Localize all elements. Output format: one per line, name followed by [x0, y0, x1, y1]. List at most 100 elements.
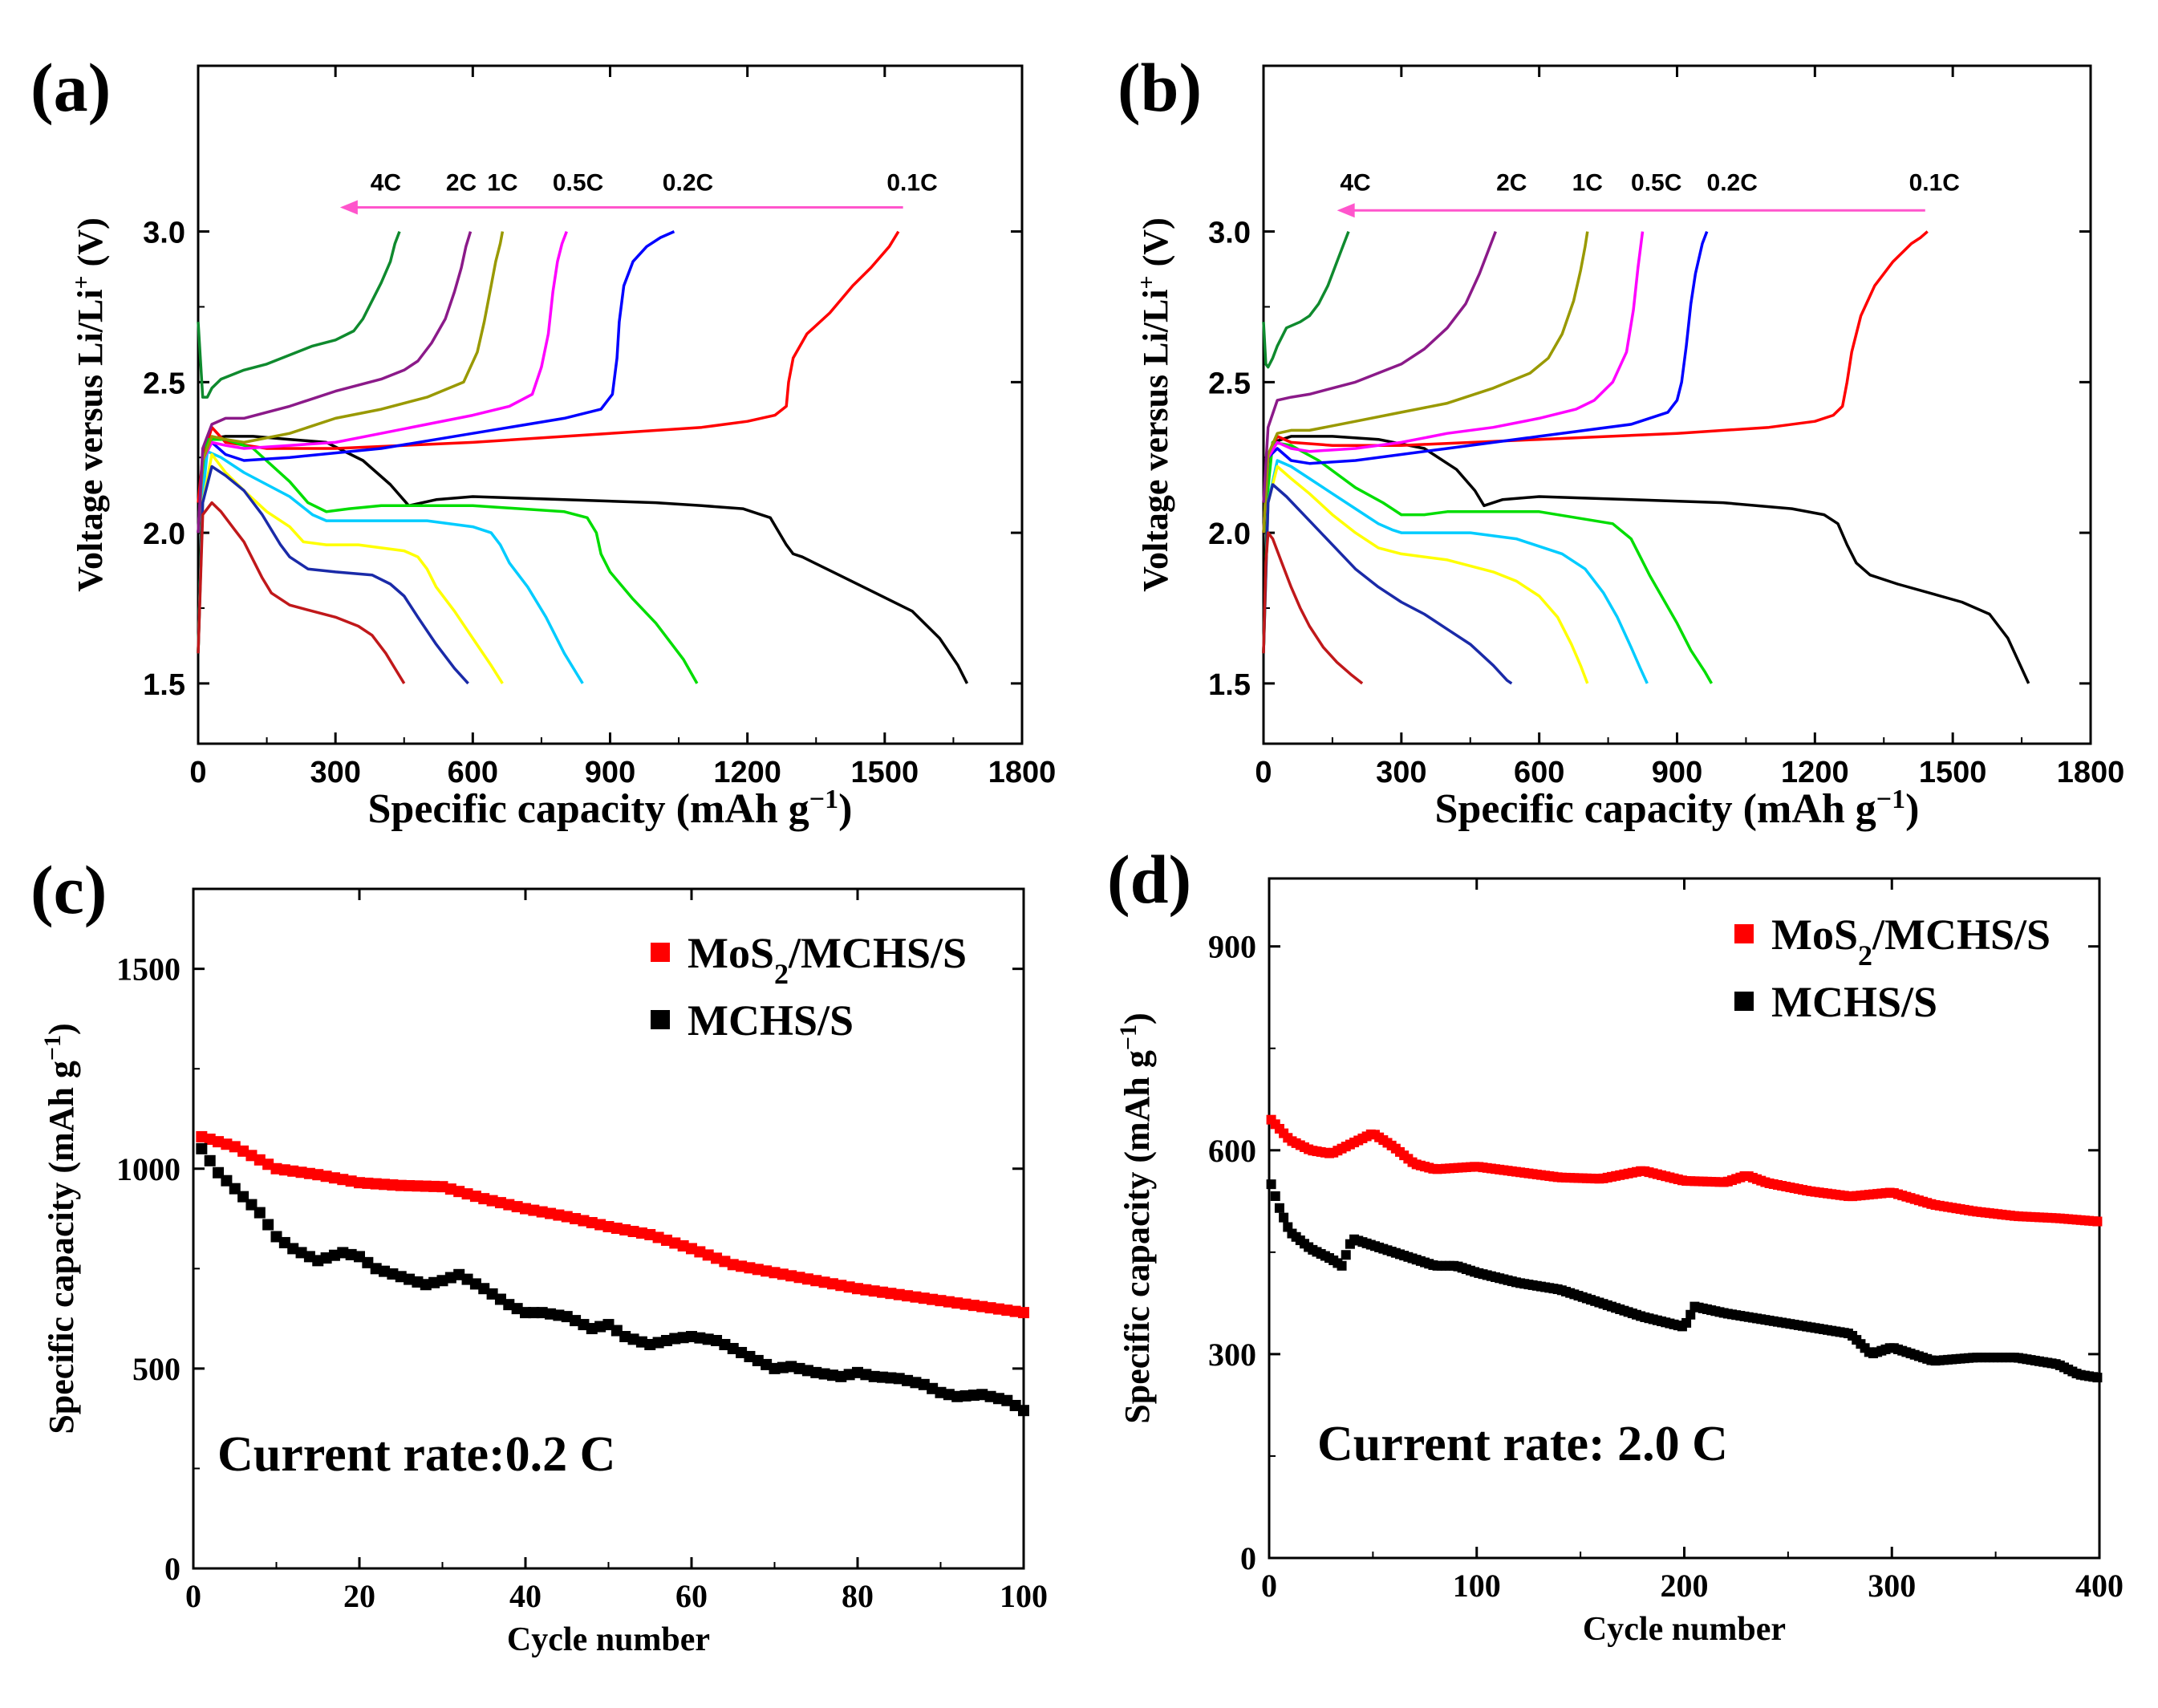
rate-arrow-head: [1337, 203, 1355, 218]
x-tick-label: 100: [1453, 1568, 1501, 1604]
data-point: [1018, 1307, 1029, 1319]
x-tick-label: 0: [185, 1578, 201, 1614]
data-point: [1274, 1203, 1284, 1213]
y-axis-label: Voltage versus Li/Li+ (V): [68, 217, 111, 592]
series-line: [197, 437, 699, 684]
panel-a: (a) 0 300 600 900 1200 1500 1800 1.5 2.0 2.5 3.0 Spe…: [30, 49, 1056, 832]
legend-label: MoS2/MCHS/S: [688, 929, 967, 990]
panel-label: (c): [30, 851, 107, 928]
legend-marker: [1734, 924, 1754, 943]
x-axis-label: Specific capacity (mAh g−1): [1435, 785, 1920, 833]
x-tick-label: 60: [675, 1578, 708, 1614]
rate-label: 1C: [487, 169, 517, 196]
panel-label: (b): [1118, 49, 1202, 126]
series-line: [1262, 231, 1589, 533]
x-tick-label: 200: [1661, 1568, 1709, 1604]
data-point: [1681, 1317, 1692, 1328]
rate-label: 0.1C: [1909, 169, 1960, 196]
chart-layer: (a)0 300 600 900 1200 1500 18001.52.02.53.0Spe…: [30, 49, 2124, 1658]
data-point: [262, 1219, 274, 1231]
data-point: [196, 1142, 208, 1154]
axes-frame: [1262, 64, 2092, 745]
series-line: [1262, 230, 1350, 369]
legend-marker: [1734, 992, 1754, 1011]
x-tick-label: 300: [1868, 1568, 1916, 1604]
series-line: [1262, 435, 2030, 684]
series-line: [1262, 230, 1497, 503]
x-tick-label: 1800: [988, 756, 1057, 789]
series-line: [197, 229, 675, 533]
data-point: [1341, 1250, 1351, 1260]
x-tick-label: 900: [1652, 756, 1702, 789]
y-tick-label: 1500: [116, 951, 181, 988]
legend-marker: [651, 943, 670, 962]
legend-label: MoS2/MCHS/S: [1771, 911, 2051, 972]
series-line: [1262, 440, 1714, 684]
current-rate-annotation: Current rate: 2.0 C: [1317, 1417, 1728, 1471]
y-tick-label: 2.5: [1208, 367, 1251, 400]
rate-label: 0.1C: [886, 169, 937, 196]
series-line: [1262, 531, 1364, 685]
series-line: [1262, 459, 1649, 684]
series-line: [197, 230, 401, 399]
x-tick-label: 40: [509, 1578, 542, 1614]
y-tick-label: 500: [132, 1351, 181, 1387]
current-rate-annotation: Current rate:0.2 C: [217, 1427, 615, 1482]
y-tick-label: 2.0: [143, 517, 185, 551]
series-line: [197, 449, 584, 684]
x-tick-label: 600: [1514, 756, 1564, 789]
series-line: [197, 231, 505, 533]
rate-label: 0.2C: [1707, 169, 1758, 196]
x-tick-label: 400: [2075, 1568, 2124, 1604]
rate-label: 2C: [446, 169, 477, 196]
y-tick-label: 1.5: [143, 668, 185, 702]
rate-label: 0.5C: [1631, 169, 1681, 196]
series-line: [1262, 231, 1645, 533]
y-axis-label: Specific capacity (mAh g−1): [39, 1023, 82, 1434]
rate-label: 4C: [1340, 169, 1370, 196]
data-point: [204, 1154, 216, 1166]
y-tick-label: 3.0: [1208, 217, 1251, 250]
legend-label: MCHS/S: [688, 996, 854, 1045]
y-tick-label: 1000: [116, 1151, 181, 1187]
x-tick-label: 300: [1376, 756, 1426, 789]
data-point: [254, 1207, 266, 1219]
data-point: [1685, 1309, 1696, 1320]
legend-label: MCHS/S: [1771, 978, 1937, 1026]
series-line: [1262, 483, 1513, 685]
y-tick-label: 2.5: [143, 367, 185, 400]
x-tick-label: 600: [448, 756, 498, 789]
y-axis-label: Voltage versus Li/Li+ (V): [1134, 217, 1176, 592]
panel-label: (d): [1107, 841, 1191, 918]
x-tick-label: 1500: [1919, 756, 1987, 789]
panel-label: (a): [30, 49, 111, 126]
y-tick-label: 900: [1208, 929, 1256, 965]
panel-b: (b) 0 300 600 900 1200 1500 1800 1.5 2.0 2.5 3.0 Spe…: [1118, 49, 2124, 832]
y-tick-label: 0: [1240, 1540, 1256, 1576]
series-line: [197, 501, 406, 684]
x-axis-label: Cycle number: [507, 1621, 710, 1658]
series-line: [1262, 230, 1709, 533]
data-point: [1279, 1212, 1289, 1223]
series-line: [1262, 230, 1929, 503]
x-tick-label: 300: [310, 756, 360, 789]
series-line: [197, 465, 469, 685]
x-tick-label: 900: [585, 756, 635, 789]
rate-arrow-head: [339, 200, 358, 215]
series-line: [197, 435, 969, 684]
series-line: [197, 452, 504, 684]
x-tick-label: 20: [343, 1578, 375, 1614]
x-axis-label: Cycle number: [1583, 1611, 1786, 1648]
x-tick-label: 1500: [851, 756, 919, 789]
y-tick-label: 1.5: [1208, 668, 1251, 702]
data-point: [1018, 1405, 1029, 1417]
axes-frame: [197, 64, 1024, 745]
series-line: [197, 231, 473, 533]
series-line: [197, 230, 900, 503]
x-axis-label: Specific capacity (mAh g−1): [368, 785, 853, 833]
series-line: [1262, 465, 1589, 684]
rate-label: 0.2C: [663, 169, 713, 196]
x-tick-label: 0: [189, 756, 206, 789]
y-tick-label: 0: [164, 1551, 181, 1587]
